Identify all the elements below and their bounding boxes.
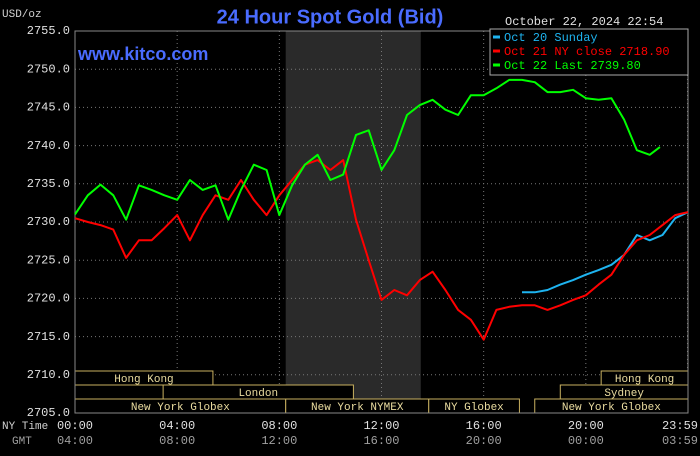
y-tick-label: 2710.0 xyxy=(27,368,70,382)
x-gmt-tick-label: 04:00 xyxy=(57,434,93,448)
y-tick-label: 2750.0 xyxy=(27,62,70,76)
y-tick-label: 2730.0 xyxy=(27,215,70,229)
legend-label: Oct 20 Sunday xyxy=(504,31,598,45)
under-layer xyxy=(74,30,688,414)
session-label: New York Globex xyxy=(131,402,230,414)
session-label: New York NYMEX xyxy=(311,402,404,414)
y-tick-label: 2755.0 xyxy=(27,24,70,38)
legend-box xyxy=(489,28,689,76)
session-label: Hong Kong xyxy=(615,374,674,386)
x-gmt-tick-label: 20:00 xyxy=(466,434,502,448)
session-label: New York Globex xyxy=(562,402,661,414)
legend-label: Oct 22 Last 2739.80 xyxy=(504,59,641,73)
x-row-label: NY Time xyxy=(2,421,48,433)
y-tick-label: 2725.0 xyxy=(27,253,70,267)
x-gmt-tick-label: 03:59 xyxy=(662,434,698,448)
x-row-label: GMT xyxy=(12,436,32,448)
x-gmt-tick-label: 00:00 xyxy=(568,434,604,448)
series-line xyxy=(74,78,661,221)
y-tick-label: 2720.0 xyxy=(27,292,70,306)
timestamp: October 22, 2024 22:54 xyxy=(505,15,663,29)
y-tick-label: 2715.0 xyxy=(27,330,70,344)
x-gmt-tick-label: 08:00 xyxy=(159,434,195,448)
y-tick-label: 2705.0 xyxy=(27,406,70,420)
session-label: London xyxy=(238,388,278,400)
x-tick-label: 08:00 xyxy=(261,419,297,433)
y-axis-label: USD/oz xyxy=(2,9,42,21)
session-label: Hong Kong xyxy=(114,374,173,386)
chart-title: 24 Hour Spot Gold (Bid) xyxy=(217,6,444,28)
session-label: NY Globex xyxy=(444,402,504,414)
y-tick-label: 2740.0 xyxy=(27,139,70,153)
legend-label: Oct 21 NY close 2718.90 xyxy=(504,45,670,59)
session-label: Sydney xyxy=(604,388,644,400)
session-shade xyxy=(285,31,421,413)
x-tick-label: 20:00 xyxy=(568,419,604,433)
plot-frame xyxy=(74,30,689,414)
x-tick-label: 16:00 xyxy=(466,419,502,433)
series-line xyxy=(522,211,689,294)
x-tick-label: 00:00 xyxy=(57,419,93,433)
x-tick-label: 12:00 xyxy=(363,419,399,433)
x-tick-label: 04:00 xyxy=(159,419,195,433)
x-tick-label: 23:59 xyxy=(662,419,698,433)
y-tick-label: 2735.0 xyxy=(27,177,70,191)
series-line xyxy=(74,159,689,341)
y-tick-label: 2745.0 xyxy=(27,101,70,115)
watermark: www.kitco.com xyxy=(77,44,208,64)
x-gmt-tick-label: 12:00 xyxy=(261,434,297,448)
x-gmt-tick-label: 16:00 xyxy=(363,434,399,448)
